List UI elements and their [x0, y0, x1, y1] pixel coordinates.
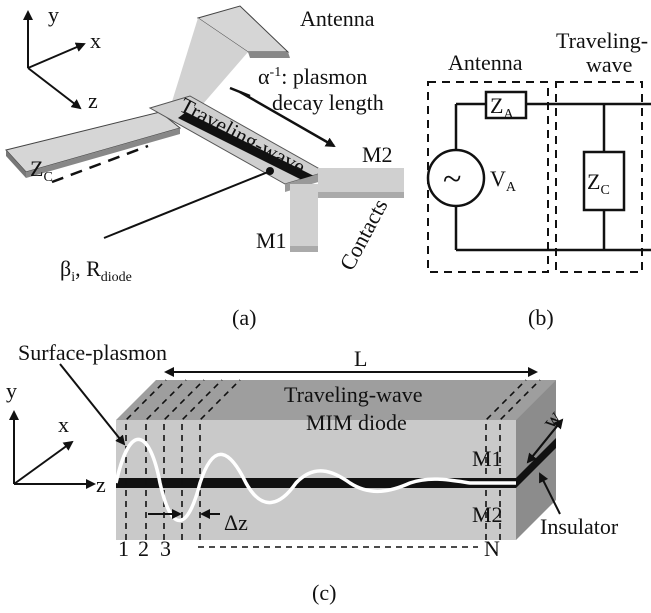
- decay-length-arrow: [239, 90, 336, 148]
- slice-2-label: 2: [138, 536, 149, 561]
- delta-z-label: Δz: [224, 510, 248, 535]
- traveling-label-b-line2: wave: [586, 52, 632, 77]
- caption-c: (c): [312, 580, 336, 605]
- axes-c: [9, 410, 96, 489]
- antenna-left-arm: [5, 111, 182, 178]
- width-arrow-bottom: [526, 419, 563, 464]
- caption-b: (b): [528, 305, 554, 330]
- contact-m2: [318, 168, 404, 198]
- title-line1: Traveling-wave: [284, 382, 423, 407]
- axis-x-label-c: x: [58, 412, 69, 437]
- m1-label-c: M1: [472, 446, 503, 471]
- zc-label-b: ZC: [587, 169, 610, 198]
- surface-plasmon-arrow: [59, 363, 126, 446]
- surface-plasmon-label: Surface-plasmon: [18, 340, 167, 365]
- panel-b: ZA ZC ~ VA Antenna Traveling- wave (b): [426, 28, 651, 330]
- va-label: VA: [490, 166, 517, 195]
- beta-leader-line: [103, 171, 269, 239]
- m2-label-c: M2: [472, 502, 503, 527]
- traveling-wave-insulator: [178, 112, 318, 184]
- slice-n-label: N: [484, 536, 500, 561]
- length-label: L: [354, 346, 367, 371]
- decay-label-line2: decay length: [272, 90, 384, 115]
- insulator-front: [116, 478, 516, 488]
- slice-1-label: 1: [118, 536, 129, 561]
- antenna-label-b: Antenna: [448, 50, 523, 75]
- traveling-wave-dashed-box: [555, 81, 643, 273]
- contact-m1: [290, 184, 318, 252]
- zc-dashed-line: [51, 144, 149, 184]
- antenna-right-arm: [170, 5, 290, 112]
- zc-label: ZC: [30, 156, 53, 185]
- diode-point-marker: [266, 167, 274, 175]
- m1-label: M1: [256, 228, 287, 253]
- insulator-arrow: [539, 472, 561, 515]
- slice-3-label: 3: [160, 536, 171, 561]
- m2-label: M2: [362, 142, 393, 167]
- source-tilde: ~: [443, 161, 461, 198]
- contacts-label: Contacts: [334, 195, 392, 275]
- voltage-source-icon: [426, 148, 486, 208]
- axis-y-label: y: [48, 2, 59, 27]
- panel-a: y x z: [5, 2, 404, 330]
- traveling-label-b-line1: Traveling-: [556, 28, 648, 53]
- slab-top-back: [116, 380, 556, 420]
- insulator-label: Insulator: [540, 514, 619, 539]
- circuit-wires: [454, 102, 651, 252]
- plasmon-wave: [114, 437, 516, 523]
- antenna-label: Antenna: [300, 6, 375, 31]
- decay-length-tick: [229, 86, 251, 98]
- axis-y-label-c: y: [6, 378, 17, 403]
- caption-a: (a): [232, 305, 256, 330]
- axes-a: [23, 10, 86, 110]
- axis-z-label-c: z: [96, 472, 106, 497]
- zc-impedance-box: [582, 150, 626, 212]
- decay-label-line1: α-1: plasmon: [258, 64, 367, 89]
- za-impedance-box: [484, 90, 528, 120]
- za-label: ZA: [490, 93, 514, 122]
- axis-x-label: x: [90, 28, 101, 53]
- title-line2: MIM diode: [306, 410, 407, 435]
- axis-z-label: z: [88, 88, 98, 113]
- panel-c: y x z: [6, 340, 619, 605]
- slice-lines: [125, 379, 541, 540]
- beta-label: βi, Rdiode: [60, 256, 132, 285]
